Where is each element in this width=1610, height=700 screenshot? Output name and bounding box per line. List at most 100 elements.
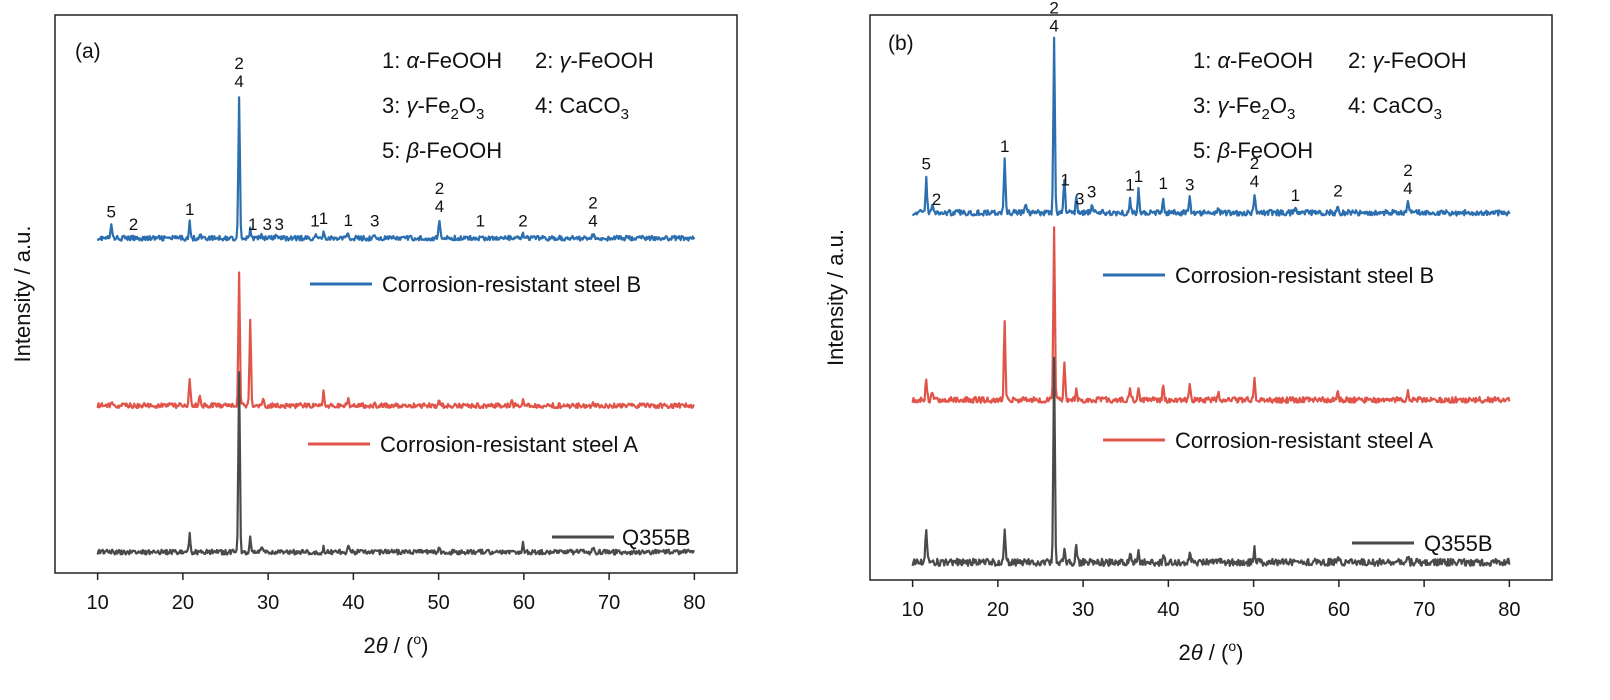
x-tick-label: 20 bbox=[987, 599, 1009, 621]
peak-label: 1 bbox=[310, 212, 319, 231]
legend-text-part: γ bbox=[559, 48, 572, 73]
peak-label: 2 bbox=[1049, 0, 1058, 18]
peak-label: 2 bbox=[129, 215, 138, 234]
phase-legend-entry: 1: α-FeOOH bbox=[1193, 48, 1313, 73]
peak-label: 2 bbox=[932, 190, 941, 209]
x-axis-label-part: 2 bbox=[1179, 640, 1191, 665]
legend-text-part: -FeOOH bbox=[1230, 138, 1313, 163]
series-legend-label: Corrosion-resistant steel A bbox=[380, 432, 638, 457]
x-tick-label: 70 bbox=[598, 592, 620, 614]
series-line bbox=[96, 271, 695, 410]
x-tick-label: 10 bbox=[902, 599, 924, 621]
peak-label: 4 bbox=[1250, 172, 1259, 191]
x-tick-label: 50 bbox=[1243, 599, 1265, 621]
peak-label: 3 bbox=[1075, 190, 1084, 209]
legend-text-part: γ bbox=[406, 93, 419, 118]
legend-text-part: O bbox=[1270, 93, 1287, 118]
peak-label: 3 bbox=[263, 215, 272, 234]
legend-text-part: γ bbox=[1372, 48, 1385, 73]
x-axis-label-part: o bbox=[1228, 638, 1236, 654]
legend-text-part: α bbox=[406, 48, 420, 73]
x-tick-label: 80 bbox=[1498, 599, 1520, 621]
peak-label: 1 bbox=[248, 215, 257, 234]
phase-legend-entry: 2: γ-FeOOH bbox=[1348, 48, 1467, 73]
peak-label: 2 bbox=[518, 212, 527, 231]
x-axis-label-part: θ bbox=[376, 633, 388, 658]
x-tick-label: 40 bbox=[342, 592, 364, 614]
phase-legend-entry: 3: γ-Fe2O3 bbox=[1193, 93, 1295, 123]
peak-label: 1 bbox=[1291, 186, 1300, 205]
x-tick-label: 80 bbox=[683, 592, 705, 614]
phase-legend-entry: 4: CaCO3 bbox=[535, 93, 629, 123]
peak-label: 1 bbox=[344, 211, 353, 230]
legend-text-part: γ bbox=[1217, 93, 1230, 118]
peak-label: 4 bbox=[588, 212, 597, 231]
legend-text-part: 3 bbox=[476, 106, 484, 123]
peak-label: 4 bbox=[234, 72, 243, 91]
legend-text-part: 2: bbox=[1348, 48, 1372, 73]
panel-label: (b) bbox=[888, 32, 914, 55]
legend-text-part: 2 bbox=[1261, 106, 1269, 123]
legend-text-part: -FeOOH bbox=[419, 48, 502, 73]
legend-text-part: β bbox=[1216, 138, 1230, 163]
peak-label: 4 bbox=[435, 197, 444, 216]
plot-frame bbox=[54, 14, 738, 574]
legend-text-part: -FeOOH bbox=[1230, 48, 1313, 73]
x-axis-label-part: o bbox=[413, 631, 421, 647]
series-line bbox=[911, 226, 1511, 404]
series-line bbox=[911, 36, 1511, 217]
peak-label: 1 bbox=[1134, 167, 1143, 186]
phase-legend-entry: 4: CaCO3 bbox=[1348, 93, 1442, 123]
peak-label: 5 bbox=[107, 203, 116, 222]
x-axis-label: 2θ / (o) bbox=[1179, 638, 1244, 665]
x-tick-label: 10 bbox=[87, 592, 109, 614]
x-axis-label-part: θ bbox=[1191, 640, 1203, 665]
x-tick-label: 50 bbox=[428, 592, 450, 614]
legend-text-part: 4: bbox=[1348, 93, 1372, 118]
peak-label: 2 bbox=[588, 194, 597, 213]
series-line bbox=[96, 96, 696, 242]
legend-text-part: 2: bbox=[535, 48, 559, 73]
x-tick-label: 40 bbox=[1157, 599, 1179, 621]
peak-label: 1 bbox=[319, 209, 328, 228]
peak-label: 1 bbox=[1159, 174, 1168, 193]
panel-label: (a) bbox=[75, 40, 101, 63]
legend-text-part: CaCO bbox=[1372, 93, 1433, 118]
series-legend-label: Corrosion-resistant steel A bbox=[1175, 428, 1433, 453]
x-tick-label: 30 bbox=[257, 592, 279, 614]
peak-label: 2 bbox=[234, 54, 243, 73]
phase-legend-entry: 1: α-FeOOH bbox=[382, 48, 502, 73]
phase-legend-entry: 5: β-FeOOH bbox=[382, 138, 502, 163]
peak-label: 3 bbox=[274, 215, 283, 234]
phase-legend-entry: 5: β-FeOOH bbox=[1193, 138, 1313, 163]
legend-text-part: β bbox=[405, 138, 419, 163]
series-line bbox=[911, 356, 1511, 567]
legend-text-part: 1: bbox=[382, 48, 406, 73]
series-legend-label: Q355B bbox=[1424, 531, 1493, 556]
x-tick-label: 60 bbox=[1328, 599, 1350, 621]
peak-label: 3 bbox=[370, 212, 379, 231]
peak-label: 1 bbox=[1060, 171, 1069, 190]
peak-label: 3 bbox=[1087, 183, 1096, 202]
series-line bbox=[96, 371, 696, 556]
peak-label: 4 bbox=[1049, 17, 1058, 36]
peak-label: 2 bbox=[1250, 154, 1259, 173]
x-tick-label: 60 bbox=[513, 592, 535, 614]
x-tick-label: 70 bbox=[1413, 599, 1435, 621]
peak-label: 1 bbox=[476, 212, 485, 231]
peak-label: 2 bbox=[435, 179, 444, 198]
legend-text-part: -FeOOH bbox=[1383, 48, 1466, 73]
legend-text-part: 3: bbox=[1193, 93, 1217, 118]
peak-label: 2 bbox=[1333, 181, 1342, 200]
x-axis-label-part: ) bbox=[1236, 640, 1243, 665]
y-axis-label: Intensity / a.u. bbox=[10, 226, 35, 363]
legend-text-part: 2 bbox=[450, 106, 458, 123]
legend-text-part: 3 bbox=[1434, 106, 1442, 123]
x-axis-label-part: / ( bbox=[388, 633, 414, 658]
phase-legend-entry: 2: γ-FeOOH bbox=[535, 48, 654, 73]
x-axis-label-part: ) bbox=[421, 633, 428, 658]
legend-text-part: 3: bbox=[382, 93, 406, 118]
